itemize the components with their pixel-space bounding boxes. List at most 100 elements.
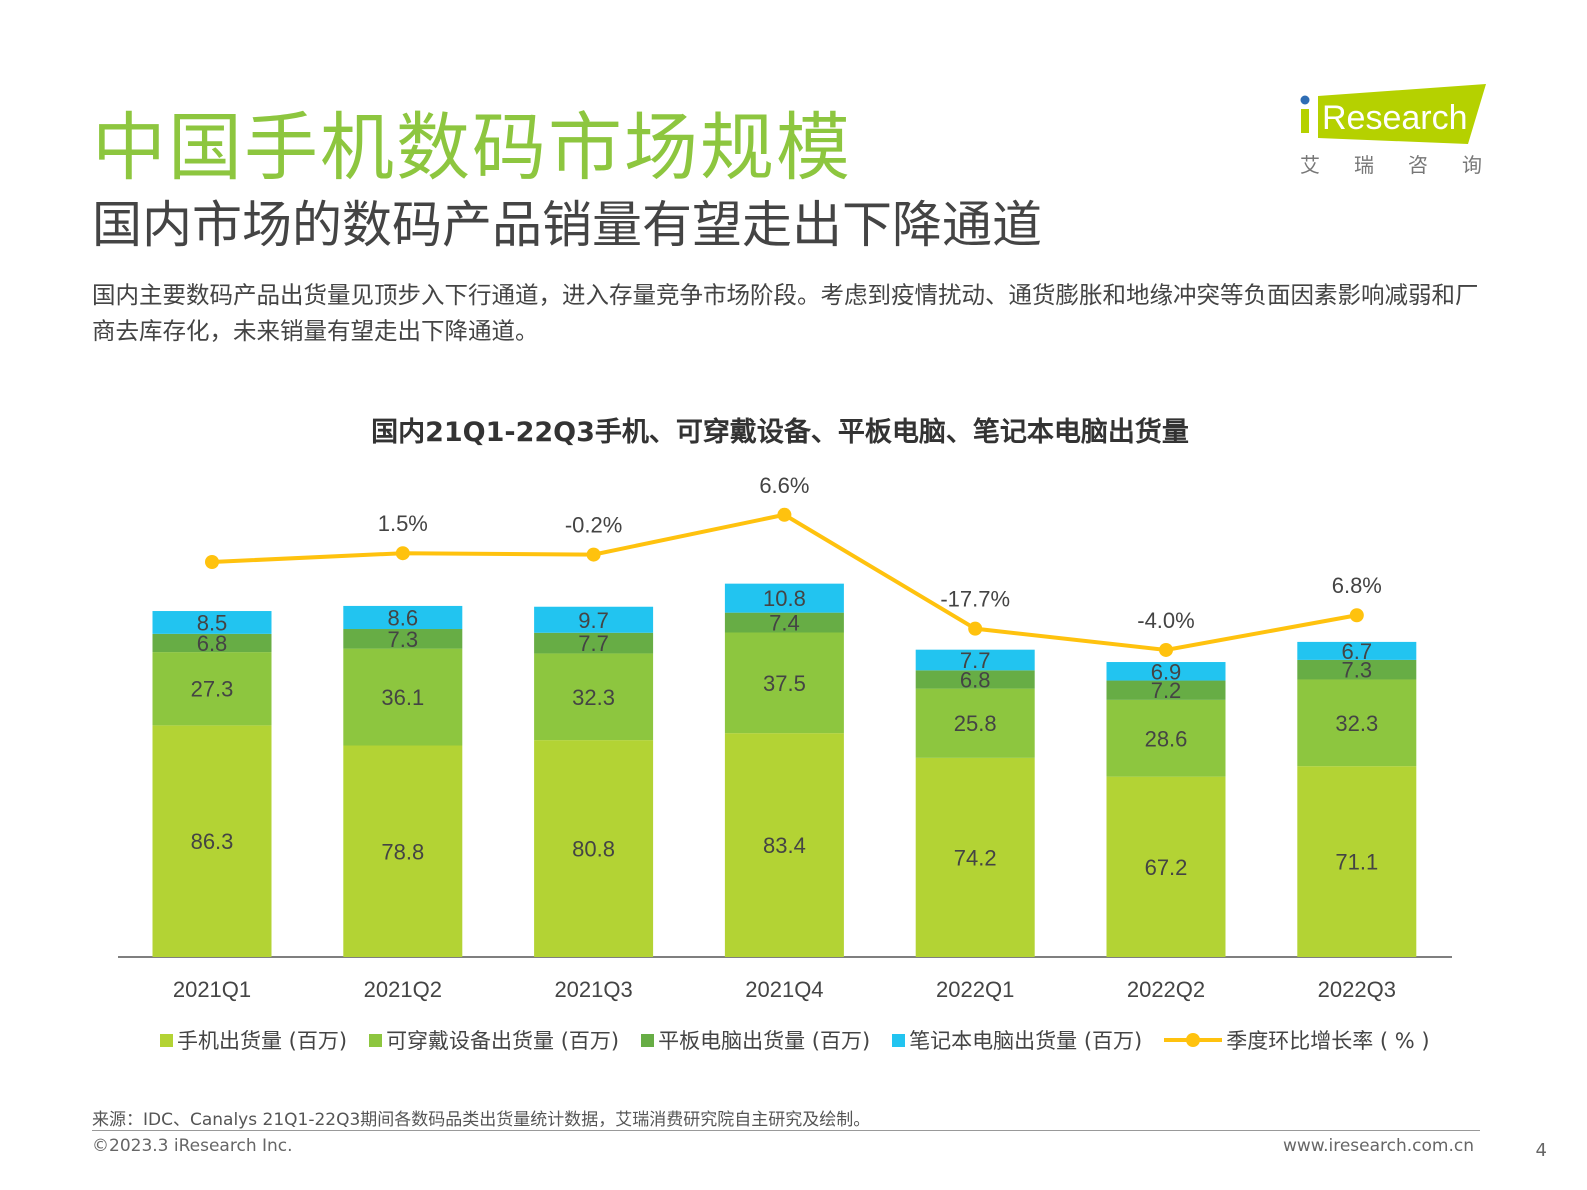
- data-label: 7.2: [1151, 678, 1182, 703]
- growth-label: -4.0%: [1137, 608, 1194, 633]
- divider: [92, 1130, 1480, 1131]
- iresearch-logo: Research 艾瑞咨询: [1300, 84, 1488, 177]
- bar-segment: [534, 606, 654, 633]
- bar-segment: [1106, 680, 1226, 700]
- bar-segment: [1106, 699, 1226, 777]
- svg-text:艾瑞咨询: 艾瑞咨询: [1300, 154, 1488, 177]
- legend-swatch: [369, 1033, 383, 1047]
- growth-label: 6.6%: [759, 473, 809, 498]
- page-title: 中国手机数码市场规模: [92, 105, 852, 191]
- bar-segment: [1106, 776, 1226, 957]
- data-label: 7.4: [769, 611, 800, 636]
- data-label: 7.3: [1342, 658, 1373, 683]
- data-label: 7.7: [578, 631, 609, 656]
- growth-point: [205, 555, 219, 569]
- x-tick-label: 2021Q3: [554, 977, 632, 1002]
- data-label: 37.5: [763, 671, 806, 696]
- bar-segment: [915, 757, 1035, 957]
- x-tick-label: 2022Q2: [1127, 977, 1205, 1002]
- stacked-bar-chart: 86.327.36.88.52021Q178.836.17.38.62021Q2…: [118, 473, 1452, 1002]
- bar-segment: [152, 652, 272, 726]
- x-tick-label: 2021Q2: [364, 977, 442, 1002]
- growth-point: [777, 507, 792, 522]
- data-label: 36.1: [381, 685, 424, 710]
- legend-label: 笔记本电脑出货量 (百万): [909, 1029, 1143, 1053]
- legend-item: 可穿戴设备出货量 (百万): [369, 1025, 619, 1055]
- svg-text:Research: Research: [1322, 99, 1468, 137]
- bar-segment: [534, 653, 654, 741]
- bar-segment: [1297, 641, 1417, 660]
- legend-swatch: [892, 1033, 906, 1047]
- data-label: 28.6: [1145, 726, 1188, 751]
- data-label: 8.6: [388, 605, 419, 630]
- growth-label: -17.7%: [940, 587, 1010, 612]
- bar-segment: [152, 611, 272, 634]
- bar-segment: [724, 733, 844, 957]
- data-label: 6.8: [197, 631, 228, 656]
- bar-segment: [152, 725, 272, 957]
- legend-item: 季度环比增长率 ( % ): [1164, 1025, 1430, 1055]
- website-link[interactable]: www.iresearch.com.cn: [1282, 1136, 1474, 1156]
- data-label: 6.7: [1342, 639, 1373, 664]
- bar-segment: [915, 670, 1035, 689]
- chart-title: 国内21Q1-22Q3手机、可穿戴设备、平板电脑、笔记本电脑出货量: [371, 417, 1189, 448]
- growth-point: [586, 547, 601, 562]
- data-label: 25.8: [954, 711, 997, 736]
- legend-item: 手机出货量 (百万): [160, 1025, 347, 1055]
- data-label: 86.3: [191, 829, 234, 854]
- growth-label: 1.5%: [378, 511, 428, 536]
- bar-segment: [724, 583, 844, 613]
- legend-label: 手机出货量 (百万): [177, 1029, 348, 1053]
- bar-segment: [343, 745, 463, 957]
- growth-point: [395, 546, 410, 561]
- data-label: 67.2: [1145, 855, 1188, 880]
- data-label: 83.4: [763, 833, 806, 858]
- x-tick-label: 2022Q1: [936, 977, 1014, 1002]
- source-note: 来源：IDC、Canalys 21Q1-22Q3期间各数码品类出货量统计数据，艾…: [92, 1110, 871, 1130]
- bar-segment: [1297, 679, 1417, 767]
- bar-segment: [1297, 766, 1417, 957]
- data-label: 8.5: [197, 610, 228, 635]
- legend-swatch: [641, 1033, 655, 1047]
- data-label: 32.3: [1335, 711, 1378, 736]
- data-label: 10.8: [763, 586, 806, 611]
- data-label: 7.3: [388, 627, 419, 652]
- bar-segment: [152, 633, 272, 653]
- growth-label: 6.8%: [1332, 573, 1382, 598]
- data-label: 9.7: [578, 608, 609, 633]
- bar-segment: [343, 605, 463, 630]
- data-label: 32.3: [572, 685, 615, 710]
- growth-label: -0.2%: [565, 513, 622, 538]
- bar-segment: [534, 740, 654, 957]
- data-label: 78.8: [381, 839, 424, 864]
- bar-segment: [724, 632, 844, 734]
- data-label: 6.8: [960, 667, 991, 692]
- legend-line-marker: [1164, 1033, 1223, 1047]
- legend-item: 平板电脑出货量 (百万): [641, 1025, 870, 1055]
- data-label: 7.7: [960, 648, 991, 673]
- bar-segment: [915, 688, 1035, 758]
- bar-segment: [1297, 659, 1417, 680]
- data-label: 6.9: [1151, 659, 1182, 684]
- x-tick-label: 2021Q1: [173, 977, 251, 1002]
- bar-segment: [1106, 662, 1226, 681]
- legend: 手机出货量 (百万) 可穿戴设备出货量 (百万) 平板电脑出货量 (百万) 笔记本电脑…: [160, 1025, 1430, 1055]
- bar-segment: [343, 629, 463, 649]
- legend-label: 平板电脑出货量 (百万): [658, 1029, 871, 1053]
- data-label: 80.8: [572, 837, 615, 862]
- growth-point: [968, 621, 983, 636]
- bar-segment: [534, 632, 654, 654]
- growth-point: [1159, 642, 1173, 657]
- legend-label: 季度环比增长率 ( % ): [1226, 1029, 1430, 1053]
- legend-item: 笔记本电脑出货量 (百万): [892, 1025, 1142, 1055]
- data-label: 74.2: [954, 845, 997, 870]
- data-label: 71.1: [1335, 850, 1378, 875]
- bar-segment: [343, 648, 463, 746]
- growth-point: [1349, 608, 1364, 623]
- legend-swatch: [160, 1033, 173, 1047]
- page-number: 4: [1535, 1140, 1547, 1161]
- bar-segment: [724, 612, 844, 633]
- description: 国内主要数码产品出货量见顶步入下行通道，进入存量竞争市场阶段。考虑到疫情扰动、通…: [92, 281, 1479, 345]
- data-label: 27.3: [191, 677, 234, 702]
